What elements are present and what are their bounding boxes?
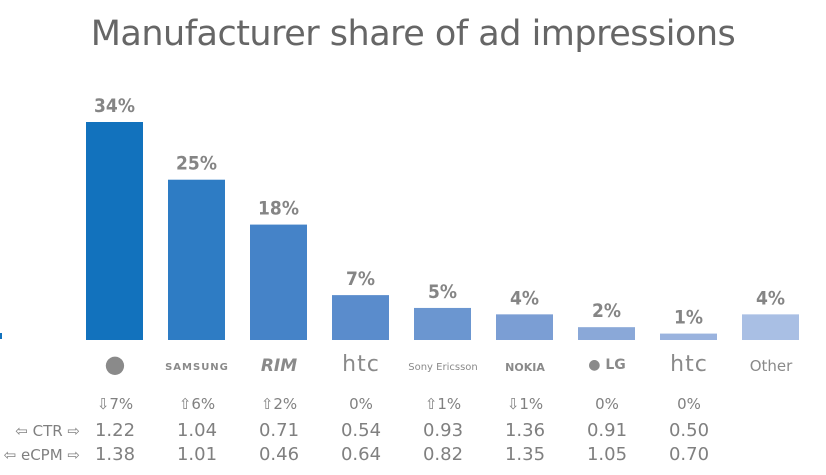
row-label: ⇦ eCPM ⇨	[3, 446, 80, 464]
data-label: 34%	[94, 95, 135, 117]
data-label: 4%	[510, 287, 539, 309]
table-cell: 0.71	[258, 420, 300, 441]
category-label: NOKIA	[505, 361, 545, 374]
data-label: 2%	[592, 300, 621, 322]
bar-3	[332, 295, 389, 340]
bar-5	[496, 314, 553, 340]
table-cell: 0.70	[668, 444, 710, 465]
table-cell: 0.82	[422, 444, 464, 465]
table-cell: 1.04	[176, 420, 218, 441]
table-cell: 1.36	[504, 420, 546, 441]
table-cell: 1.01	[176, 444, 218, 465]
table-cell: 0.46	[258, 444, 300, 465]
data-label: 18%	[258, 198, 299, 220]
bar-2	[250, 224, 307, 340]
table-cell: 1.35	[504, 444, 546, 465]
table-cell: ⇩7%	[96, 395, 134, 413]
table-cell: 0.91	[586, 420, 628, 441]
table-cell: 1.22	[94, 420, 136, 441]
bar-7	[660, 333, 717, 340]
table-cell: ⇩1%	[506, 395, 544, 413]
bar-1	[168, 179, 225, 340]
table-cell: 0.64	[340, 444, 382, 465]
category-label: htc	[670, 352, 708, 377]
category-label: Other	[749, 357, 793, 375]
category-label: Sony Ericsson	[408, 362, 478, 373]
category-label: SAMSUNG	[165, 362, 229, 373]
bar-0	[86, 122, 143, 340]
bar-8	[742, 314, 799, 340]
chart-title: Manufacturer share of ad impressions	[90, 14, 736, 54]
table-cell: ⇧2%	[260, 395, 298, 413]
table-cell: 0%	[349, 395, 373, 413]
table-cell: ⇧1%	[424, 395, 462, 413]
axis-tick	[0, 333, 2, 339]
table-cell: 0.54	[340, 420, 382, 441]
table-cell: ⇧6%	[178, 395, 216, 413]
data-label: 25%	[176, 153, 217, 175]
bar-4	[414, 307, 471, 340]
category-label: RIM	[260, 356, 298, 376]
table-cell: 1.05	[586, 444, 628, 465]
data-label: 1%	[674, 307, 703, 329]
table-cell: 0.50	[668, 420, 710, 441]
apple-logo-icon: ●	[104, 350, 126, 378]
category-label: htc	[342, 352, 380, 377]
row-label: ⇦ CTR ⇨	[15, 422, 80, 440]
data-label: 4%	[756, 287, 785, 309]
table-cell: 0.93	[422, 420, 464, 441]
table-cell: 1.38	[94, 444, 136, 465]
table-cell: 0%	[677, 395, 701, 413]
category-label: ● LG	[588, 357, 626, 373]
bar-6	[578, 327, 635, 340]
table-cell: 0%	[595, 395, 619, 413]
data-label: 7%	[346, 268, 375, 290]
data-label: 5%	[428, 281, 457, 303]
